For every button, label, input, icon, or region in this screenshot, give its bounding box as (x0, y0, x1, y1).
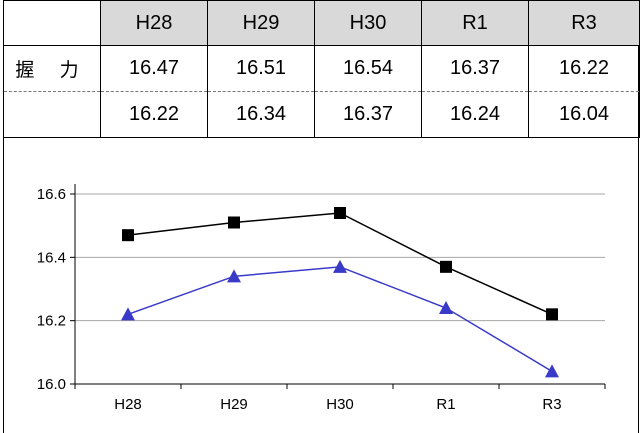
cell-row2-h29: 16.34 (207, 91, 315, 138)
row-label-blank (3, 91, 101, 138)
x-tick-label: H29 (220, 396, 248, 410)
header-r1: R1 (421, 0, 529, 46)
y-tick-label: 16.2 (37, 313, 66, 330)
cell-row1-r1: 16.37 (421, 45, 529, 92)
line-chart: 16.0 16.2 16.4 16.6 H28 H29 H30 R1 R3 (37, 184, 606, 410)
header-r3: R3 (528, 0, 640, 46)
header-h29: H29 (207, 0, 315, 46)
y-tick-label: 16.4 (37, 249, 66, 266)
series-2-line (127, 266, 553, 372)
cell-row1-h28: 16.47 (100, 45, 208, 92)
x-tick-label: R1 (436, 396, 455, 410)
cell-row1-r3: 16.22 (528, 45, 640, 92)
series-2-point (545, 364, 559, 378)
series-2-point (227, 269, 241, 283)
x-tick-label: R3 (542, 396, 561, 410)
y-tick-label: 16.6 (37, 186, 66, 203)
y-tick-label: 16.0 (37, 376, 66, 393)
table-header-row: H28 H29 H30 R1 R3 (3, 0, 640, 46)
series-1-point (228, 216, 240, 229)
table-row: 16.22 16.34 16.37 16.24 16.04 (3, 91, 640, 138)
figure-frame (3, 0, 639, 433)
x-tick-label: H30 (326, 396, 354, 410)
series-1-point (334, 207, 346, 219)
data-table: H28 H29 H30 R1 R3 握 力 16.47 16.51 16.54 … (3, 0, 640, 138)
header-h28: H28 (100, 0, 208, 46)
series-2-point (439, 301, 453, 314)
series-1-point (122, 229, 134, 242)
row-label-grip-strength: 握 力 (3, 45, 101, 92)
series-2-point (333, 259, 347, 273)
x-tick-label: H28 (114, 396, 142, 410)
series-2-point (121, 307, 135, 321)
cell-row2-h30: 16.37 (314, 91, 422, 138)
series-1-point (440, 260, 452, 273)
series-1-point (546, 308, 558, 321)
cell-row1-h30: 16.54 (314, 45, 422, 92)
header-h30: H30 (314, 0, 422, 46)
cell-row1-h29: 16.51 (207, 45, 315, 92)
cell-row2-r3: 16.04 (528, 91, 640, 138)
table-row: 握 力 16.47 16.51 16.54 16.37 16.22 (3, 45, 640, 92)
cell-row2-h28: 16.22 (100, 91, 208, 138)
cell-row2-r1: 16.24 (421, 91, 529, 138)
table-corner-cell (3, 0, 101, 46)
